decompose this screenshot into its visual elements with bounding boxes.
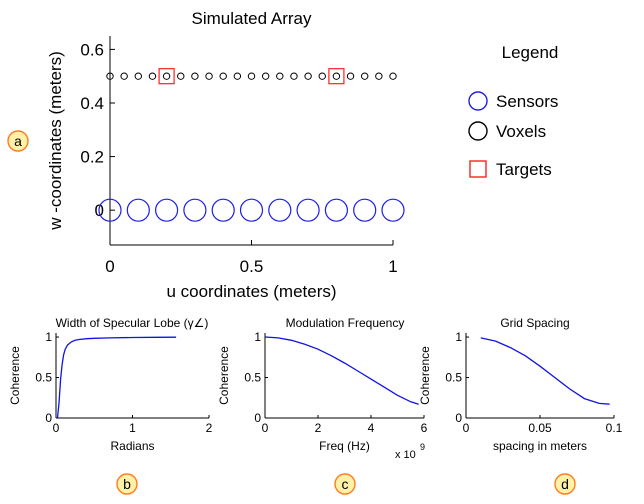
badge-b <box>116 473 138 495</box>
sensor-point <box>183 198 207 222</box>
voxel-point <box>346 72 355 80</box>
freq-x-tick-label: 0 <box>262 421 269 435</box>
sensor-point <box>324 198 348 222</box>
lobe-y-tick-label: 0.5 <box>35 371 52 385</box>
badge-c <box>334 473 356 495</box>
lobe-x-tick-label: 2 <box>206 421 213 435</box>
sensor-point <box>126 198 150 222</box>
spacing-y-axis-label: Coherence <box>418 346 432 405</box>
main-x-tick-label: 1 <box>388 257 397 276</box>
voxel-point <box>177 72 185 80</box>
lobe-curve <box>56 336 177 419</box>
sensor-point <box>353 198 377 222</box>
main-y-tick-label: 0.4 <box>80 94 104 113</box>
voxel-point <box>134 72 143 80</box>
freq-x-tick-label: 6 <box>421 421 428 435</box>
freq-curve <box>264 336 419 405</box>
voxel-point <box>219 72 227 80</box>
lobe-x-tick-label: 1 <box>129 421 136 435</box>
freq-x-multiplier-exponent: 9 <box>420 442 425 452</box>
lobe-y-tick-label: 1 <box>45 330 52 344</box>
voxel-point <box>318 72 326 80</box>
freq-y-tick-label: 1 <box>254 330 261 344</box>
spacing-y-tick-label: 0 <box>455 411 462 425</box>
legend-sensor-marker <box>468 91 488 111</box>
spacing-y-tick-label: 1 <box>455 330 462 344</box>
freq-y-axis-label: Coherence <box>217 346 231 405</box>
voxel-point <box>191 72 199 80</box>
target-point <box>328 68 345 85</box>
spacing-curve <box>480 337 610 405</box>
legend-voxel-marker <box>468 121 488 141</box>
sensor-point <box>155 198 179 222</box>
spacing-y-tick-label: 0.5 <box>445 371 462 385</box>
freq-y-tick-label: 0.5 <box>244 371 261 385</box>
main-y-tick-label: 0.6 <box>80 40 104 59</box>
voxel-point <box>120 72 128 80</box>
legend-target-marker <box>469 160 487 178</box>
main-x-tick-label: 0 <box>105 257 114 276</box>
spacing-x-tick-label: 0.05 <box>528 421 552 435</box>
voxel-point <box>375 72 383 80</box>
badge-label-d: d <box>561 476 569 492</box>
voxel-point <box>148 72 157 80</box>
freq-chart-title: Modulation Frequency <box>286 316 405 330</box>
badge-a <box>7 130 29 152</box>
legend-entry-voxels: Voxels <box>496 122 546 141</box>
spacing-chart-title: Grid Spacing <box>500 316 569 330</box>
voxel-point <box>233 72 242 80</box>
voxel-point <box>332 72 341 80</box>
sensor-point <box>381 198 405 222</box>
spacing-x-tick-label: 0.1 <box>606 421 623 435</box>
legend-entry-targets: Targets <box>496 160 552 179</box>
voxel-point <box>304 72 312 80</box>
badge-label-b: b <box>123 476 131 492</box>
sensor-point <box>211 198 235 222</box>
lobe-chart-title: Width of Specular Lobe (γ∠) <box>56 316 209 330</box>
main-x-axis-label: u coordinates (meters) <box>166 282 336 301</box>
lobe-y-axis-label: Coherence <box>8 346 22 405</box>
freq-y-tick-label: 0 <box>254 411 261 425</box>
sensor-point <box>268 198 292 222</box>
main-chart-title: Simulated Array <box>192 9 312 28</box>
main-y-axis-label: w -coordinates (meters) <box>46 51 65 231</box>
voxel-point <box>389 72 397 80</box>
freq-x-axis-label: Freq (Hz) <box>319 439 370 453</box>
badge-label-c: c <box>342 476 349 492</box>
badge-d <box>554 473 576 495</box>
sensor-point <box>239 198 264 222</box>
target-point <box>158 68 175 85</box>
legend-entry-sensors: Sensors <box>496 92 558 111</box>
main-x-tick-label: 0.5 <box>240 257 264 276</box>
voxel-point <box>205 72 213 80</box>
lobe-x-tick-label: 0 <box>53 421 60 435</box>
voxel-point <box>261 72 270 80</box>
voxel-point <box>361 72 369 80</box>
legend-title: Legend <box>502 43 559 62</box>
sensor-point <box>98 198 122 222</box>
badge-label-a: a <box>14 133 22 149</box>
voxel-point <box>247 72 256 80</box>
lobe-y-tick-label: 0 <box>45 411 52 425</box>
voxel-point <box>276 72 284 80</box>
sensor-point <box>296 198 320 222</box>
voxel-point <box>106 72 114 80</box>
voxel-point <box>162 72 171 80</box>
freq-x-tick-label: 2 <box>315 421 322 435</box>
freq-x-multiplier: x 10 <box>395 449 416 461</box>
spacing-x-tick-label: 0 <box>463 421 470 435</box>
spacing-x-axis-label: spacing in meters <box>493 439 587 453</box>
lobe-x-axis-label: Radians <box>110 439 154 453</box>
main-y-tick-label: 0.2 <box>80 148 104 167</box>
freq-x-tick-label: 4 <box>368 421 375 435</box>
voxel-point <box>290 72 298 80</box>
